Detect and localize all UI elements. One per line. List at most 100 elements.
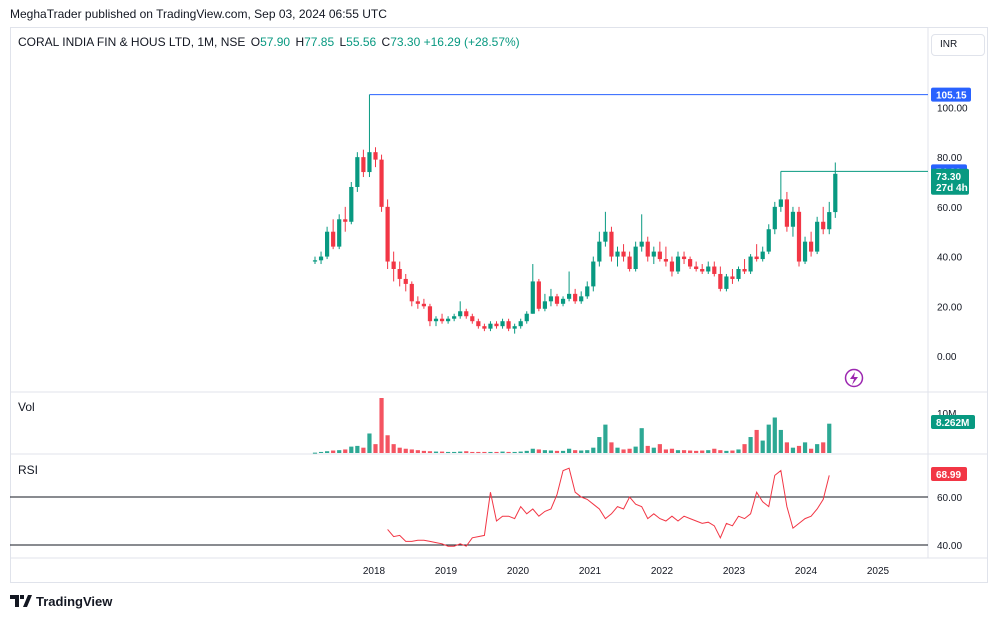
candle-body [663, 259, 668, 262]
volume-bar [421, 450, 426, 453]
tradingview-footer[interactable]: TradingView [10, 594, 112, 610]
rsi-last-tag-bg [931, 467, 967, 481]
volume-bar [367, 433, 372, 453]
volume-bar [337, 450, 342, 453]
volume-bar [742, 444, 747, 453]
candle-body [494, 323, 499, 327]
volume-bar [760, 440, 765, 453]
candle-body [736, 269, 741, 279]
price-tick-label: 0.00 [937, 352, 957, 363]
volume-bar [500, 451, 505, 453]
candle-body [766, 229, 771, 252]
candle-body [482, 326, 487, 329]
candle-body [669, 261, 675, 272]
flash-icon[interactable] [844, 368, 864, 388]
candle-body [512, 326, 517, 329]
candle-body [488, 323, 493, 329]
candle-body [760, 251, 765, 260]
volume-bar [627, 448, 632, 453]
candle-body [367, 152, 372, 173]
candle-body [591, 261, 596, 287]
low-value: 55.56 [346, 35, 377, 49]
volume-bar [373, 444, 378, 453]
candle-body [712, 266, 717, 274]
volume-bar [524, 450, 529, 453]
volume-bar [494, 451, 499, 453]
volume-bar [439, 451, 445, 453]
candle-body [331, 231, 336, 247]
candle-body [748, 256, 753, 272]
candle-body [361, 157, 366, 173]
candle-body [790, 211, 796, 227]
volume-bar [615, 447, 620, 453]
high-value: 77.85 [304, 35, 335, 49]
volume-bar [694, 450, 699, 453]
candle-body [700, 269, 705, 272]
volume-bar [706, 450, 711, 453]
volume-bar [639, 428, 644, 453]
candle-body [815, 221, 820, 252]
time-tick-label: 2024 [795, 566, 818, 577]
open-value: 57.90 [260, 35, 291, 49]
candle-body [476, 321, 481, 327]
rsi-line [387, 467, 830, 547]
volume-bar [645, 445, 650, 453]
volume-axis-tick: 10M [937, 409, 956, 420]
candle-body [730, 276, 735, 279]
candle-body [464, 311, 469, 317]
volume-bar [325, 451, 330, 453]
symbol-name: CORAL INDIA FIN & HOUS LTD, 1M, NSE [18, 35, 246, 49]
volume-bar [766, 424, 771, 453]
volume-bar [579, 450, 584, 453]
candle-body [573, 293, 578, 302]
price-tick-label: 60.00 [937, 203, 962, 214]
volume-bar [427, 451, 433, 453]
volume-bar [675, 450, 681, 453]
candle-body [609, 231, 614, 257]
volume-bar [669, 448, 675, 453]
volume-bar [718, 450, 723, 453]
candle-body [433, 318, 439, 322]
volume-bar [379, 398, 384, 453]
candle-body [639, 241, 644, 247]
rsi-axis-tick: 40.00 [937, 541, 962, 552]
open-label: O [250, 35, 261, 49]
candle-body [645, 241, 650, 257]
volume-bar [724, 450, 729, 453]
volume-bar [530, 448, 535, 453]
rsi-last-tag-text: 68.99 [936, 470, 961, 481]
candle-body [427, 306, 433, 322]
time-tick-label: 2019 [435, 566, 458, 577]
rsi-last-tag: 68.99 [931, 467, 967, 481]
time-tick-label: 2021 [579, 566, 602, 577]
candle-body [651, 251, 656, 257]
volume-bar [446, 451, 451, 453]
last-price-bg [931, 168, 969, 195]
volume-bar [318, 451, 324, 453]
volume-bar [391, 444, 396, 453]
volume-bar [802, 442, 808, 453]
candle-body [470, 316, 475, 322]
candle-body [337, 219, 342, 247]
volume-bar [651, 447, 656, 453]
candle-body [500, 321, 505, 327]
volume-bar [349, 446, 354, 453]
volume-bar [603, 424, 608, 453]
time-tick-label: 2023 [723, 566, 746, 577]
chart-frame [10, 27, 988, 583]
volume-bar [784, 442, 789, 453]
currency-button[interactable]: INR [931, 34, 985, 56]
high-price-tag-text: 105.15 [936, 91, 967, 102]
volume-bar [730, 450, 735, 453]
volume-last-tag: 8.262M [931, 415, 975, 429]
volume-bar [415, 450, 420, 453]
candle-body [343, 219, 348, 222]
candle-body [585, 286, 590, 297]
candle-body [530, 281, 535, 314]
price-tick-label: 100.00 [937, 103, 968, 114]
last-price-text: 73.30 [936, 172, 961, 183]
price-tick-label: 40.00 [937, 253, 962, 264]
volume-bar [585, 450, 590, 453]
volume-pane-label: Vol [18, 400, 35, 414]
